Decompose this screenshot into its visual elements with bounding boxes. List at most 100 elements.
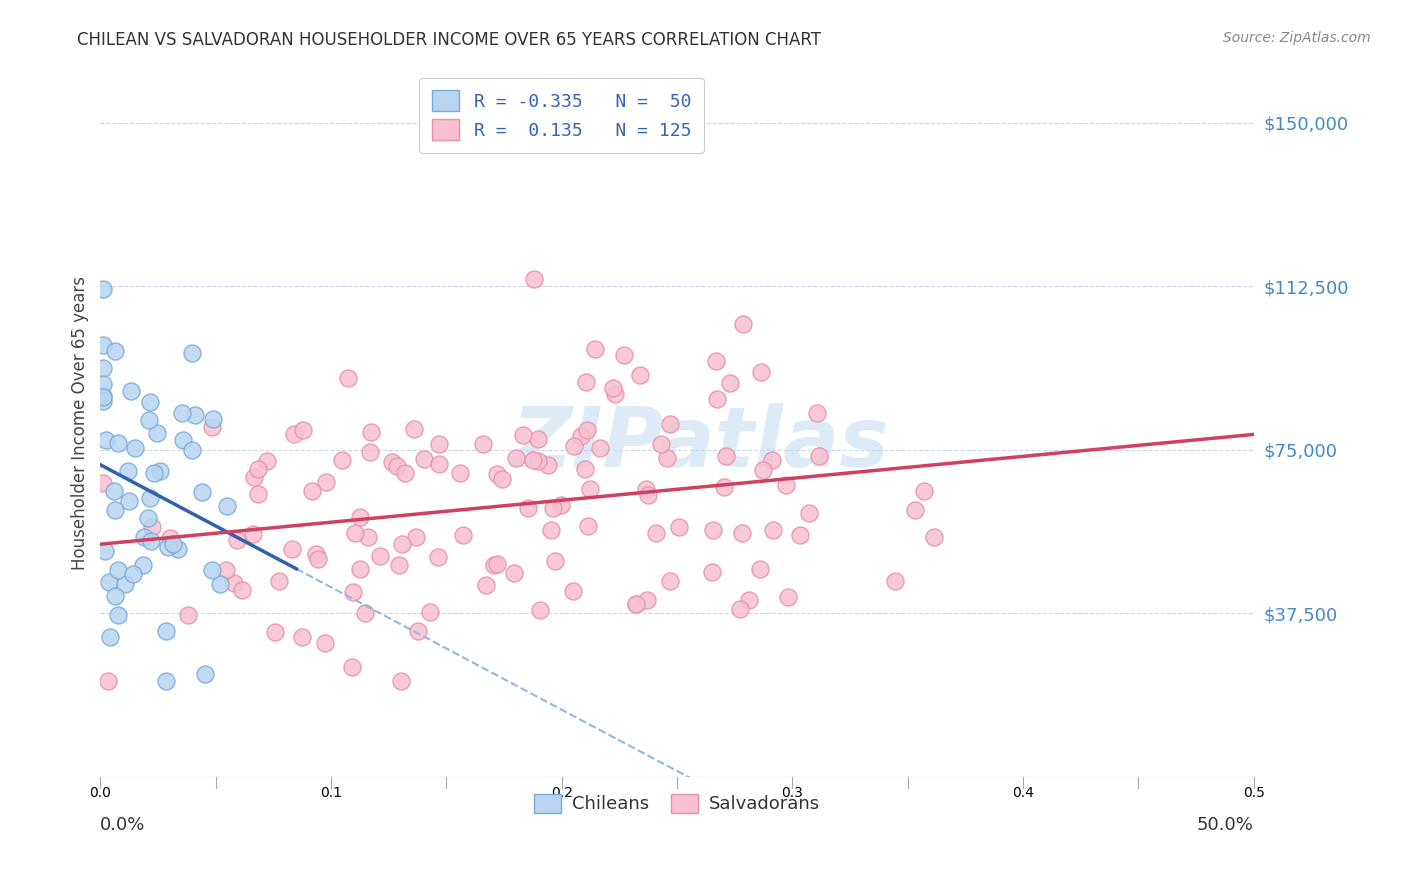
Point <box>231 582 253 597</box>
Point <box>579 482 602 496</box>
Text: CHILEAN VS SALVADORAN HOUSEHOLDER INCOME OVER 65 YEARS CORRELATION CHART: CHILEAN VS SALVADORAN HOUSEHOLDER INCOME… <box>77 31 821 49</box>
Point <box>668 520 690 534</box>
Point <box>799 506 821 520</box>
Point <box>225 533 247 547</box>
Point <box>575 423 598 437</box>
Point <box>122 567 145 582</box>
Point <box>91 338 114 352</box>
Point <box>451 528 474 542</box>
Point <box>314 635 336 649</box>
Point <box>413 452 436 467</box>
Point <box>637 488 659 502</box>
Point <box>381 455 404 469</box>
Point <box>394 466 416 480</box>
Point <box>449 466 471 480</box>
Point <box>142 467 165 481</box>
Point <box>291 630 314 644</box>
Point <box>659 574 682 588</box>
Point <box>583 342 606 356</box>
Point <box>752 463 775 477</box>
Point <box>419 605 441 619</box>
Point <box>353 606 375 620</box>
Point <box>522 453 544 467</box>
Point <box>91 389 114 403</box>
Point <box>505 451 527 466</box>
Point <box>149 464 172 478</box>
Point <box>405 530 427 544</box>
Point <box>762 523 785 537</box>
Point <box>159 531 181 545</box>
Text: ZIPatlas: ZIPatlas <box>512 403 889 484</box>
Point <box>472 436 495 450</box>
Point <box>214 563 236 577</box>
Point <box>426 549 449 564</box>
Point <box>283 426 305 441</box>
Point <box>340 659 363 673</box>
Point <box>215 499 238 513</box>
Point <box>658 417 681 431</box>
Point <box>368 549 391 563</box>
Point <box>360 425 382 440</box>
Point <box>146 425 169 440</box>
Point <box>605 387 627 401</box>
Point <box>247 462 270 476</box>
Point <box>624 597 647 611</box>
Y-axis label: Householder Income Over 65 years: Householder Income Over 65 years <box>72 276 89 570</box>
Point <box>107 562 129 576</box>
Point <box>575 375 598 389</box>
Point <box>523 271 546 285</box>
Point <box>655 450 678 465</box>
Point <box>91 475 114 490</box>
Point <box>406 624 429 639</box>
Point <box>94 543 117 558</box>
Point <box>806 407 828 421</box>
Point <box>155 624 177 639</box>
Point <box>389 673 412 688</box>
Point <box>120 384 142 398</box>
Point <box>385 459 408 474</box>
Point <box>349 509 371 524</box>
Point <box>541 501 564 516</box>
Point <box>139 394 162 409</box>
Point <box>731 525 754 540</box>
Point <box>181 442 204 457</box>
Point <box>924 530 946 544</box>
Point <box>628 368 651 383</box>
Point <box>170 406 193 420</box>
Point <box>224 575 246 590</box>
Point <box>475 578 498 592</box>
Point <box>104 503 127 517</box>
Point <box>602 381 624 395</box>
Point <box>527 454 550 468</box>
Point <box>704 353 727 368</box>
Point <box>730 602 752 616</box>
Point <box>388 558 411 572</box>
Point <box>242 470 264 484</box>
Point <box>91 390 114 404</box>
Point <box>94 433 117 447</box>
Point <box>761 452 783 467</box>
Point <box>613 348 636 362</box>
Point <box>281 541 304 556</box>
Legend: Chileans, Salvadorans: Chileans, Salvadorans <box>527 787 827 821</box>
Point <box>138 491 160 505</box>
Point <box>713 480 735 494</box>
Point <box>718 376 741 390</box>
Point <box>550 498 572 512</box>
Point <box>104 590 127 604</box>
Point <box>706 392 728 407</box>
Point <box>645 525 668 540</box>
Point <box>529 603 551 617</box>
Point <box>503 566 526 581</box>
Point <box>107 608 129 623</box>
Point <box>912 483 935 498</box>
Point <box>344 525 367 540</box>
Point <box>103 483 125 498</box>
Point <box>136 511 159 525</box>
Point <box>177 607 200 622</box>
Point <box>141 534 163 549</box>
Point <box>172 433 194 447</box>
Point <box>97 673 120 688</box>
Point <box>132 530 155 544</box>
Point <box>180 346 202 360</box>
